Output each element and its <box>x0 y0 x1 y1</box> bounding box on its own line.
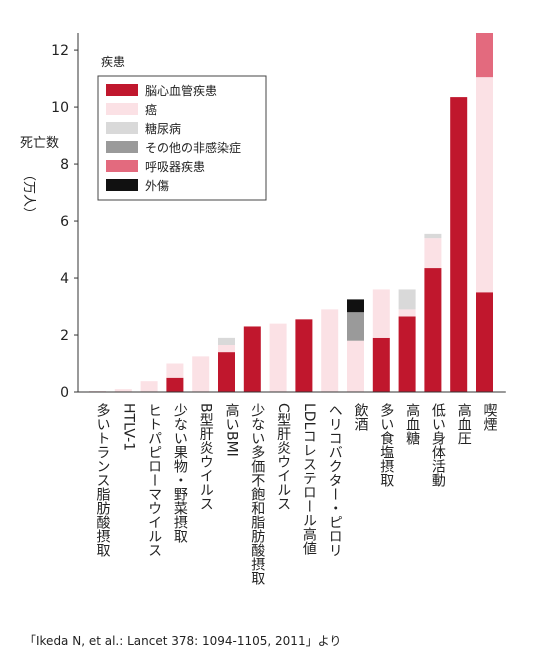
x-tick-label: HTLV-1 <box>120 403 136 451</box>
y-tick-label: 6 <box>60 214 69 230</box>
y-axis: 0 2 4 6 8 10 12 <box>51 33 79 401</box>
x-tick-label: B型肝炎ウイルス <box>198 403 214 511</box>
x-tick-label: 高いBMI <box>224 402 240 456</box>
x-axis-labels: 多いトランス脂肪酸摂取 HTLV-1 ヒトパピローマウイルス 少ない果物・野菜摂取 B型… <box>95 402 498 585</box>
bar-segment <box>218 352 235 392</box>
bar-segment <box>321 309 339 392</box>
bar-segment <box>398 316 416 392</box>
bar-segment <box>347 340 364 392</box>
bar-segment <box>424 268 442 392</box>
y-axis-title-unit: （万人） <box>21 168 36 220</box>
bar-segment <box>476 33 493 78</box>
x-tick-label: 高血糖 <box>404 402 420 445</box>
bar-segment <box>476 292 493 392</box>
bar-segment <box>166 377 184 392</box>
bar-segment <box>114 389 132 392</box>
legend-label: 糖尿病 <box>145 121 181 136</box>
x-tick-label: 低い身体活動 <box>430 403 446 488</box>
legend-label: 呼吸器疾患 <box>145 159 205 174</box>
x-tick-label: LDLコレステロール高値 <box>301 403 317 556</box>
bar-segment <box>476 77 493 293</box>
bar-segment <box>347 299 364 313</box>
bar-segment <box>398 289 416 310</box>
x-tick-label: 喫煙 <box>482 403 498 431</box>
legend-label: 脳心血管疾患 <box>145 83 217 98</box>
bar-segment <box>398 309 416 317</box>
legend-swatch <box>106 179 138 191</box>
bar-segment <box>372 289 390 338</box>
bar-segment <box>450 97 468 392</box>
x-tick-label: 多い食塩摂取 <box>378 402 394 487</box>
bar-segment <box>243 326 261 392</box>
bar-segment <box>372 337 390 392</box>
x-tick-label: ヘリコバクター・ピロリ <box>327 403 343 557</box>
x-tick-label: C型肝炎ウイルス <box>275 403 291 511</box>
y-tick-label: 10 <box>51 100 69 116</box>
y-tick-label: 12 <box>51 43 69 59</box>
y-tick-label: 8 <box>60 157 69 173</box>
y-tick-label: 2 <box>60 328 69 344</box>
bar-segment <box>166 363 184 378</box>
x-tick-label: 飲酒 <box>353 403 369 431</box>
y-axis-title: 死亡数 （万人） <box>20 136 59 220</box>
bar-segment <box>140 381 158 392</box>
bar-segment <box>424 238 442 269</box>
bars <box>89 33 493 392</box>
x-tick-label: 多いトランス脂肪酸摂取 <box>95 402 111 557</box>
legend-label: 癌 <box>145 102 157 117</box>
legend-label: 外傷 <box>145 178 169 193</box>
bar-segment <box>218 344 235 353</box>
legend-swatch <box>106 84 138 96</box>
source-citation: 「Ikeda N, et al.: Lancet 378: 1094-1105,… <box>24 634 342 648</box>
legend-swatch <box>106 122 138 134</box>
bar-segment <box>218 337 235 345</box>
x-tick-label: 少ない多価不飽和脂肪酸摂取 <box>249 403 265 585</box>
legend-swatch <box>106 160 138 172</box>
legend-label: その他の非感染症 <box>145 140 241 155</box>
y-tick-label: 4 <box>60 271 69 287</box>
bar-segment <box>295 319 313 392</box>
legend-swatch <box>106 141 138 153</box>
x-tick-label: 少ない果物・野菜摂取 <box>172 403 188 543</box>
legend-title: 疾患 <box>101 54 125 69</box>
bar-segment <box>424 233 442 239</box>
x-tick-label: ヒトパピローマウイルス <box>146 403 162 557</box>
y-tick-label: 0 <box>60 385 69 401</box>
legend-swatch <box>106 103 138 115</box>
bar-segment <box>347 312 364 341</box>
y-axis-title-main: 死亡数 <box>20 136 59 151</box>
bar-segment <box>269 323 287 392</box>
bar-segment <box>192 356 210 392</box>
x-tick-label: 高血圧 <box>456 402 472 445</box>
